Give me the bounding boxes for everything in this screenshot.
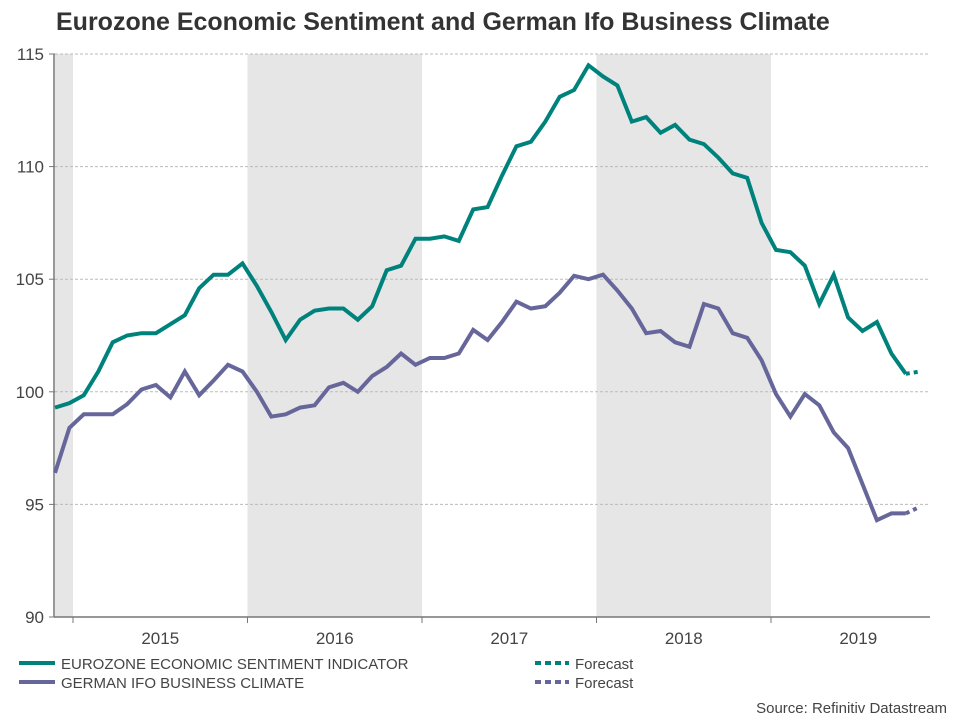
axes: 90 95 100 105 110 115 2015 2016 2017 2018 2019: [16, 45, 930, 648]
legend-swatch-ifo: [19, 680, 55, 685]
legend-item-ifo: GERMAN IFO BUSINESS CLIMATE: [19, 675, 304, 692]
gridlines: [55, 53, 930, 505]
x-tick-label-2015: 2015: [141, 629, 179, 648]
legend-label-ifo-forecast: Forecast: [575, 675, 634, 692]
legend-item-esi: EUROZONE ECONOMIC SENTIMENT INDICATOR: [19, 656, 409, 673]
source-note: Source: Refinitiv Datastream: [756, 700, 947, 717]
legend-label-esi-forecast: Forecast: [575, 656, 634, 673]
y-tick-label-115: 115: [17, 45, 44, 64]
legend-swatch-esi: [19, 661, 55, 666]
series-lines: [53, 62, 922, 523]
legend-item-esi-forecast: Forecast: [535, 656, 633, 673]
legend-label-ifo: GERMAN IFO BUSINESS CLIMATE: [61, 675, 305, 692]
x-tick-label-2017: 2017: [490, 629, 528, 648]
legend-label-esi: EUROZONE ECONOMIC SENTIMENT INDICATOR: [61, 656, 409, 673]
x-tick-label-2019: 2019: [839, 629, 877, 648]
y-tick-label-95: 95: [25, 495, 44, 514]
y-tick-label-105: 105: [16, 270, 44, 289]
y-tick-label-90: 90: [25, 608, 44, 627]
legend-swatch-ifo-forecast: [535, 680, 569, 685]
y-tick-label-110: 110: [17, 158, 44, 177]
chart-title: Eurozone Economic Sentiment and German I…: [56, 8, 830, 36]
series-forecast-1: [904, 504, 922, 516]
legend-item-ifo-forecast: Forecast: [535, 675, 633, 692]
series-forecast-0: [905, 369, 921, 376]
series-line-1: [53, 272, 906, 523]
y-tick-label-100: 100: [16, 383, 44, 402]
legend-swatch-esi-forecast: [535, 661, 569, 666]
x-tick-label-2018: 2018: [665, 629, 703, 648]
shaded-band-2016: [247, 54, 422, 617]
shaded-band-2014: [55, 54, 73, 617]
x-tick-label-2016: 2016: [316, 629, 354, 648]
series-line-0: [54, 62, 908, 410]
